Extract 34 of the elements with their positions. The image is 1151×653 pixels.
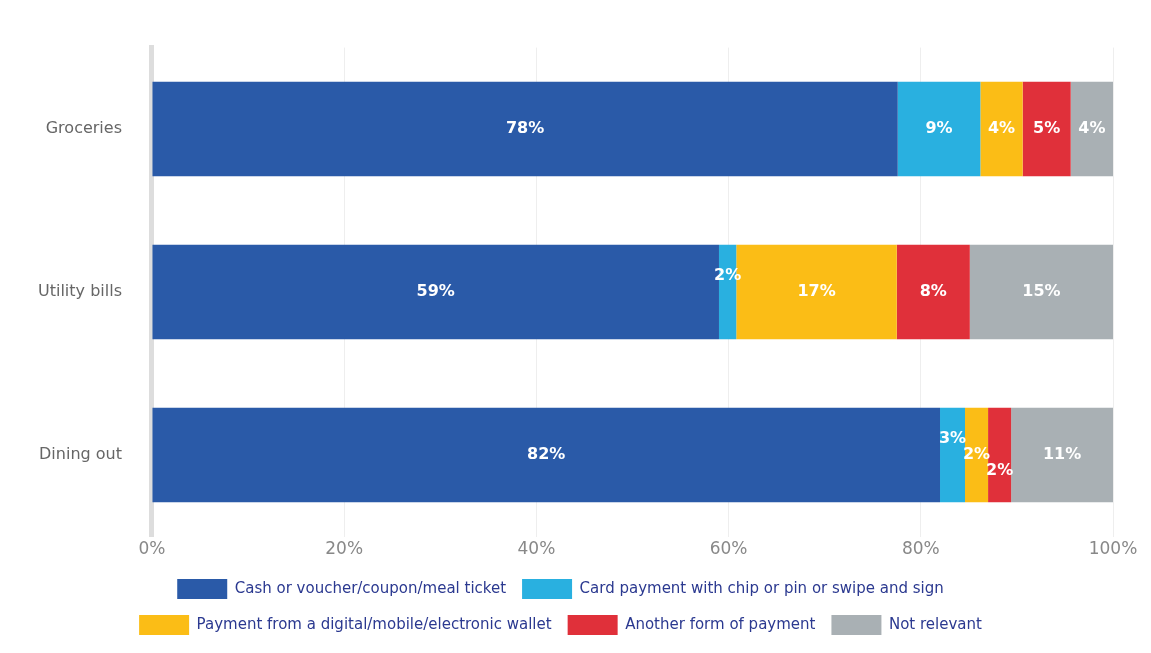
x-tick-label: 0%: [138, 538, 166, 559]
bar: [1070, 81, 1113, 177]
x-tick-label: 60%: [709, 538, 748, 559]
y-tick-label: Utility bills: [37, 281, 122, 301]
data-label: 15%: [1022, 281, 1061, 301]
data-label: 9%: [925, 118, 953, 138]
legend-label: Another form of payment: [625, 614, 816, 633]
data-label: 78%: [505, 118, 545, 138]
y-tick-label: Dining out: [39, 444, 122, 464]
data-label: 8%: [919, 281, 947, 301]
data-label: 17%: [797, 281, 836, 301]
data-label: 11%: [1042, 444, 1082, 464]
bar: [969, 244, 1113, 340]
data-label: 59%: [416, 281, 455, 301]
x-tick-label: 100%: [1088, 538, 1138, 559]
data-label: 4%: [1078, 118, 1106, 138]
data-label: 82%: [527, 444, 566, 464]
bar: [1022, 81, 1071, 177]
legend-label: Not relevant: [888, 614, 983, 633]
bar: [897, 81, 981, 177]
x-tick-label: 20%: [325, 538, 364, 559]
legend-label: Cash or voucher/coupon/meal ticket: [234, 578, 507, 597]
y-tick-label: Groceries: [45, 118, 122, 138]
bar: [152, 407, 941, 503]
bar: [980, 81, 1023, 177]
x-tick-label: 40%: [517, 538, 556, 559]
bar: [896, 244, 970, 340]
legend-label: Card payment with chip or pin or swipe and sign: [579, 578, 944, 597]
x-tick-label: 80%: [901, 538, 940, 559]
legend-label: Payment from a digital/mobile/electronic wallet: [196, 614, 552, 633]
bar: [152, 81, 898, 177]
data-label: 4%: [987, 118, 1016, 138]
bar: [1011, 407, 1113, 503]
data-label: 5%: [1033, 118, 1061, 138]
